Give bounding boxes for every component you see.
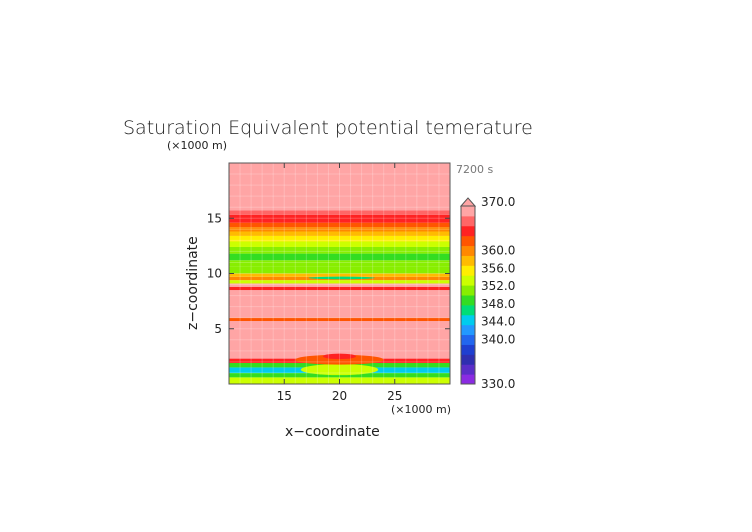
colorbar-label-4: 348.0 [481,297,515,311]
colorbar-swatch-9 [461,285,475,296]
colorbar-swatch-14 [461,235,475,247]
band-7 [229,290,450,318]
colorbar-arrow [459,197,477,207]
colorbar-swatch-2 [461,354,475,365]
y-tick-label-2: 15 [207,211,222,225]
y-tick-label-1: 10 [207,267,222,281]
time-label: 7200 s [456,163,493,176]
colorbar-swatch-16 [461,215,475,227]
band-13 [229,266,450,274]
colorbar-label-3: 352.0 [481,279,515,293]
colorbar-swatch-4 [461,334,475,345]
x-tick-layer: 15 20 25 [277,163,402,403]
band-8 [229,286,450,291]
band-9 [229,283,450,287]
x-axis-label: x−coordinate [285,424,380,440]
colorbar-swatch-11 [461,265,475,276]
colorbar-label-2: 356.0 [481,261,515,275]
colorbar-swatch-1 [461,364,475,375]
band-1 [229,372,450,378]
band-6 [229,317,450,322]
colorbar-swatch-0 [461,374,475,385]
x-tick-label-2: 25 [387,389,402,403]
feature-0 [300,364,379,376]
grid-layer [229,163,450,384]
colorbar-label-1: 360.0 [481,244,515,258]
y-axis-label: z−coordinate [185,236,201,330]
colorbar-label-6: 340.0 [481,333,515,347]
y-tick-label-0: 5 [214,322,222,336]
feature-layer [295,276,384,376]
band-5 [229,321,450,359]
band-10 [229,280,450,284]
band-layer [229,163,450,384]
band-19 [229,231,450,236]
colorbar-swatch-7 [461,304,475,316]
colorbar-swatch-13 [461,245,475,256]
colorbar-swatch-6 [461,314,475,326]
colorbar-swatch-17 [461,206,475,217]
band-22 [229,214,450,223]
colorbar-label-0: 370.0 [481,195,515,209]
colorbar-label-5: 344.0 [481,315,515,329]
colorbar-label-7: 330.0 [481,377,515,391]
band-14 [229,260,450,267]
band-23 [229,210,450,215]
plot-area [229,163,450,384]
x-unit-label: (×1000 m) [391,403,451,416]
band-15 [229,253,450,261]
band-17 [229,241,450,247]
feature-2 [322,353,357,360]
colorbar-swatch-12 [461,255,475,266]
colorbar-swatch-3 [461,344,475,355]
band-16 [229,246,450,254]
y-tick-layer: 5 10 15 [207,211,450,336]
band-24 [229,163,450,211]
band-18 [229,235,450,242]
feature-3 [308,276,375,280]
band-21 [229,222,450,228]
chart-title: Saturation Equivalent potential temeratu… [123,117,533,139]
x-tick-label-1: 20 [332,389,347,403]
colorbar-swatch-8 [461,295,475,306]
band-20 [229,227,450,232]
feature-1 [295,354,384,365]
colorbar: 370.0 360.0 356.0 352.0 348.0 344.0 340.0 330.0 [459,195,515,391]
colorbar-swatch-5 [461,324,475,336]
colorbar-swatch-10 [461,275,475,286]
colorbar-swatch-15 [461,225,475,237]
colorbar-frame [460,205,476,385]
x-tick-label-0: 15 [277,389,292,403]
band-12 [229,273,450,277]
y-unit-label: (×1000 m) [167,139,227,152]
